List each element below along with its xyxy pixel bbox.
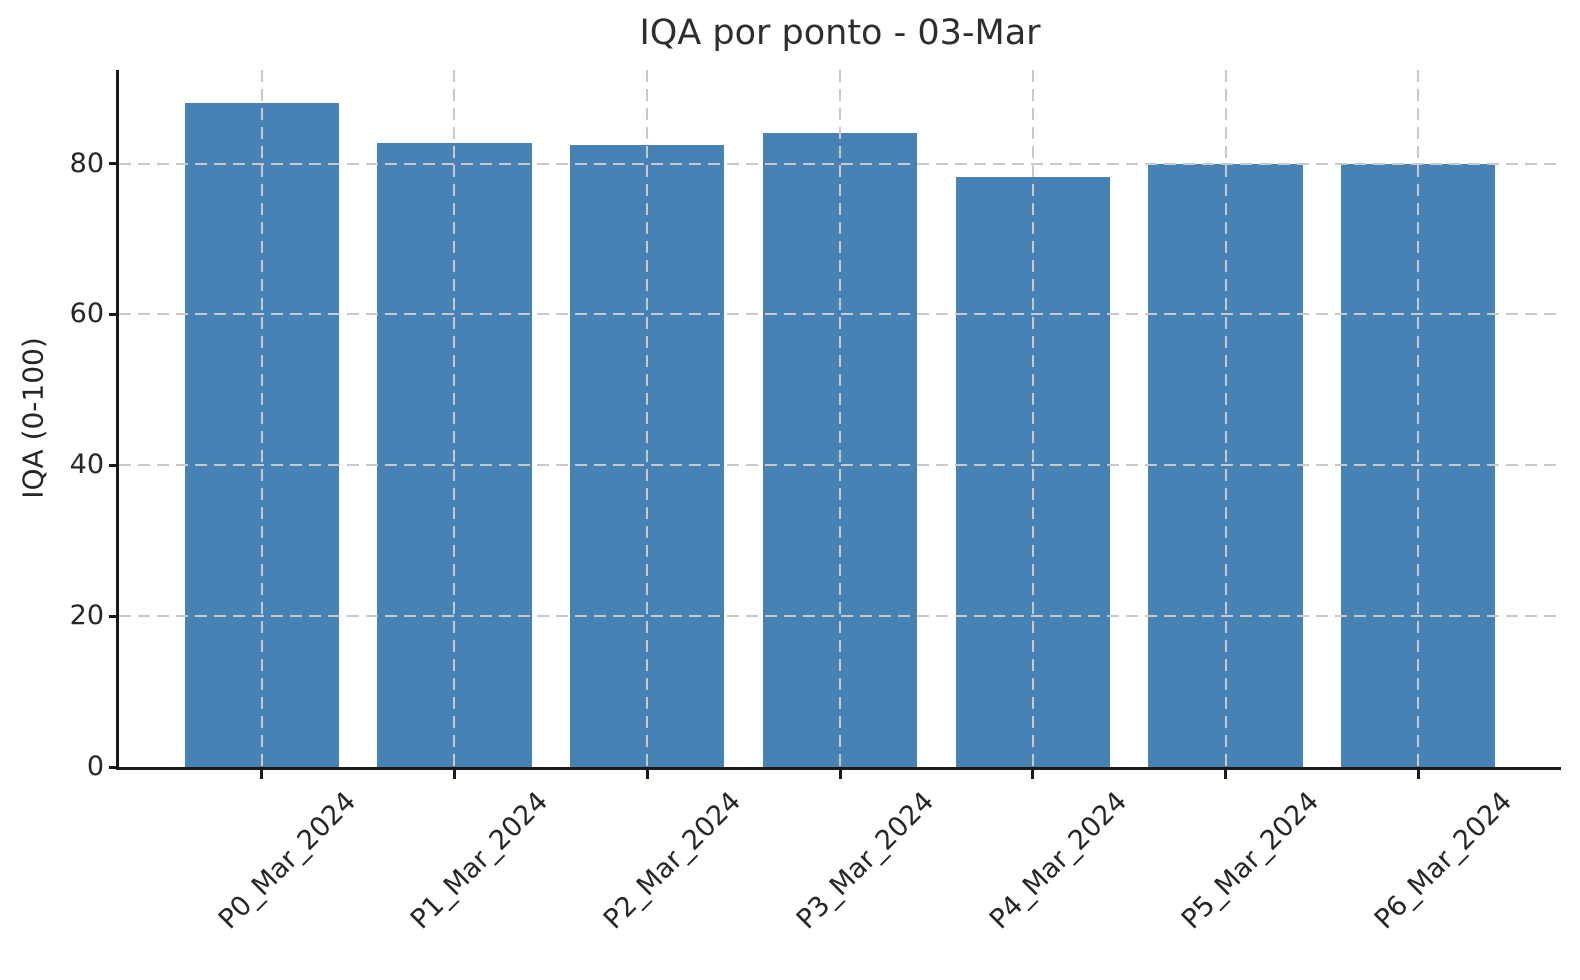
x-tick-mark-P4_Mar_2024	[1031, 770, 1035, 779]
v-gridline-P2_Mar_2024	[646, 70, 649, 767]
v-gridline-P5_Mar_2024	[1224, 70, 1227, 767]
x-tick-label-P5_Mar_2024: P5_Mar_2024	[1176, 786, 1326, 936]
x-tick-label-P2_Mar_2024: P2_Mar_2024	[597, 786, 748, 936]
y-tick-label-40: 40	[69, 449, 104, 481]
y-tick-mark-40	[109, 463, 118, 467]
y-tick-label-20: 20	[69, 600, 104, 632]
x-tick-mark-P5_Mar_2024	[1224, 770, 1228, 779]
y-tick-mark-80	[109, 162, 118, 166]
x-tick-label-P3_Mar_2024: P3_Mar_2024	[790, 786, 940, 936]
y-tick-mark-0	[109, 765, 118, 769]
v-gridline-P3_Mar_2024	[839, 70, 841, 767]
y-tick-label-0: 0	[86, 751, 104, 782]
x-tick-mark-P1_Mar_2024	[452, 770, 456, 779]
plot-area	[116, 70, 1561, 770]
grid-layer	[119, 70, 1561, 767]
v-gridline-P1_Mar_2024	[453, 70, 456, 767]
x-tick-mark-P6_Mar_2024	[1416, 770, 1420, 779]
x-tick-label-P4_Mar_2024: P4_Mar_2024	[983, 786, 1133, 936]
x-tick-mark-P2_Mar_2024	[645, 770, 649, 779]
v-gridline-P6_Mar_2024	[1417, 70, 1420, 767]
y-tick-label-60: 60	[69, 298, 104, 330]
y-tick-label-80: 80	[69, 147, 104, 179]
x-tick-mark-P0_Mar_2024	[260, 770, 264, 779]
v-gridline-P4_Mar_2024	[1031, 70, 1034, 767]
y-tick-mark-20	[109, 614, 118, 618]
v-gridline-P0_Mar_2024	[260, 70, 263, 767]
x-tick-mark-P3_Mar_2024	[838, 770, 842, 779]
x-tick-label-P6_Mar_2024: P6_Mar_2024	[1368, 786, 1519, 936]
x-tick-label-P0_Mar_2024: P0_Mar_2024	[212, 786, 362, 936]
chart-title: IQA por ponto - 03-Mar	[639, 13, 1041, 53]
y-tick-mark-60	[109, 312, 118, 316]
x-tick-label-P1_Mar_2024: P1_Mar_2024	[405, 786, 555, 936]
